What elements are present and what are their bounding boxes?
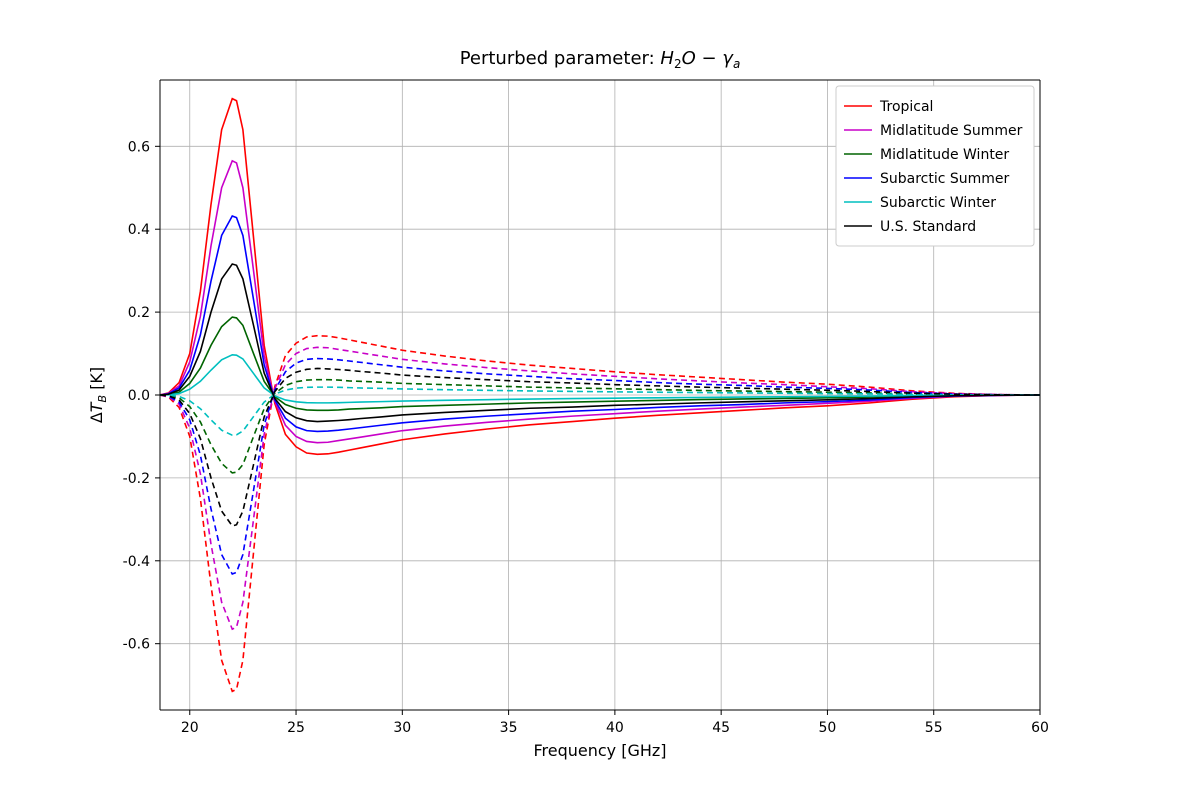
chart-title: Perturbed parameter: H2O − γa xyxy=(460,48,741,71)
svg-text:20: 20 xyxy=(181,720,199,736)
x-axis-label: Frequency [GHz] xyxy=(533,741,666,760)
svg-text:-0.4: -0.4 xyxy=(123,554,150,570)
legend-label: Subarctic Winter xyxy=(880,195,996,211)
svg-text:0.2: 0.2 xyxy=(128,305,150,321)
svg-text:-0.6: -0.6 xyxy=(123,637,150,653)
svg-text:-0.2: -0.2 xyxy=(123,471,150,487)
svg-text:35: 35 xyxy=(500,720,518,736)
x-ticks: 20 25 30 35 40 45 50 55 60 xyxy=(181,710,1049,736)
legend-label: Subarctic Summer xyxy=(880,171,1010,187)
svg-text:0.4: 0.4 xyxy=(128,222,150,238)
svg-text:25: 25 xyxy=(287,720,305,736)
svg-text:50: 50 xyxy=(819,720,837,736)
svg-text:60: 60 xyxy=(1031,720,1049,736)
legend: Tropical Midlatitude Summer Midlatitude Wi… xyxy=(836,86,1034,246)
legend-label: U.S. Standard xyxy=(880,219,976,235)
svg-text:40: 40 xyxy=(606,720,624,736)
legend-label: Midlatitude Summer xyxy=(880,123,1023,139)
svg-text:0.6: 0.6 xyxy=(128,139,150,155)
y-ticks: -0.6 -0.4 -0.2 0.0 0.2 0.4 0.6 xyxy=(123,139,160,652)
legend-label: Midlatitude Winter xyxy=(880,147,1009,163)
svg-text:45: 45 xyxy=(712,720,730,736)
svg-text:0.0: 0.0 xyxy=(128,388,150,404)
chart-svg: 20 25 30 35 40 45 50 55 60 -0.6 -0.4 -0.2 0.0 0.2 0.4… xyxy=(0,0,1200,800)
svg-text:30: 30 xyxy=(393,720,411,736)
svg-text:55: 55 xyxy=(925,720,943,736)
figure-container: 20 25 30 35 40 45 50 55 60 -0.6 -0.4 -0.2 0.0 0.2 0.4… xyxy=(0,0,1200,800)
y-axis-label: ΔTB [K] xyxy=(87,367,109,423)
legend-label: Tropical xyxy=(879,99,933,115)
